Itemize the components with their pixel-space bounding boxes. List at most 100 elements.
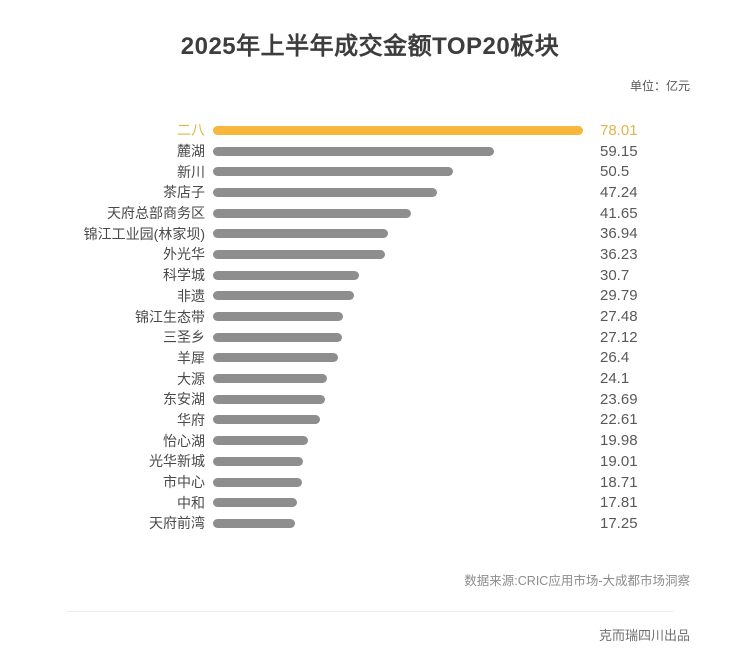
footer-divider [66,610,674,612]
bar-fill [213,332,342,342]
chart-row: 非遗 29.79 [0,286,740,307]
value-label: 17.81 [600,494,638,512]
chart-row: 大源 24.1 [0,368,740,389]
chart-row: 外光华 36.23 [0,244,740,265]
category-label: 光华新城 [149,453,205,470]
bar-track [213,270,583,280]
bar-track [213,291,583,301]
category-label: 科学城 [163,267,205,284]
bar-fill [213,291,355,301]
chart-row: 二八 78.01 [0,120,740,141]
value-label: 24.1 [600,370,630,388]
bar-fill [213,125,583,135]
bar-track [213,312,583,322]
value-label: 41.65 [600,204,638,222]
value-label: 27.48 [600,308,638,326]
value-label: 47.24 [600,183,638,201]
value-label: 78.01 [600,121,638,139]
bar-fill [213,436,308,446]
bar-fill [213,353,339,363]
bar-track [213,456,583,466]
chart-row: 东安湖 23.69 [0,389,740,410]
bar-fill [213,312,344,322]
chart-row: 怡心湖 19.98 [0,430,740,451]
chart-row: 华府 22.61 [0,410,740,431]
value-label: 30.7 [600,266,630,284]
value-label: 59.15 [600,142,638,160]
bar-track [213,332,583,342]
category-label: 天府总部商务区 [107,205,205,222]
category-label: 二八 [177,122,205,139]
category-label: 锦江生态带 [135,308,205,325]
category-label: 市中心 [163,474,205,491]
chart-title: 2025年上半年成交金额TOP20板块 [180,33,560,60]
value-label: 27.12 [600,328,638,346]
bar-track [213,353,583,363]
bar-track [213,229,583,239]
chart-row: 中和 17.81 [0,492,740,513]
chart-row: 三圣乡 27.12 [0,327,740,348]
bar-fill [213,415,321,425]
bar-track [213,208,583,218]
value-label: 26.4 [600,349,630,367]
category-label: 外光华 [163,246,205,263]
value-label: 18.71 [600,473,638,491]
category-label: 怡心湖 [163,432,205,449]
value-label: 17.25 [600,514,638,532]
chart-row: 锦江生态带 27.48 [0,306,740,327]
bar-fill [213,477,302,487]
value-label: 29.79 [600,287,638,305]
bar-fill [213,249,385,259]
bar-track [213,187,583,197]
chart-row: 麓湖 59.15 [0,141,740,162]
bar-fill [213,374,328,384]
chart-row: 光华新城 19.01 [0,451,740,472]
bar-fill [213,518,295,528]
publisher-label: 克而瑞四川出品 [598,627,690,643]
data-source: 数据来源:CRIC应用市场-大成都市场洞察 [464,573,690,588]
category-label: 中和 [177,494,205,511]
bar-fill [213,394,326,404]
chart-row: 茶店子 47.24 [0,182,740,203]
category-label: 茶店子 [163,184,205,201]
bar-fill [213,208,411,218]
category-label: 东安湖 [163,391,205,408]
value-label: 50.5 [600,163,630,181]
category-label: 锦江工业园(林家坝) [83,225,205,242]
category-label: 新川 [177,163,205,180]
chart-row: 羊犀 26.4 [0,348,740,369]
bar-fill [213,187,438,197]
bar-chart: 二八 78.01 麓湖 59.15 新川 50.5 茶店子 47.24 天府总部 [0,120,740,534]
value-label: 23.69 [600,390,638,408]
bar-fill [213,146,494,156]
category-label: 羊犀 [177,349,205,366]
bar-track [213,125,583,135]
chart-row: 新川 50.5 [0,161,740,182]
bar-track [213,436,583,446]
unit-label: 单位：亿元 [629,79,690,93]
bar-fill [213,270,359,280]
category-label: 天府前湾 [149,515,205,532]
bar-track [213,167,583,177]
bar-fill [213,167,453,177]
value-label: 36.94 [600,225,638,243]
chart-row: 锦江工业园(林家坝) 36.94 [0,223,740,244]
category-label: 非遗 [177,287,205,304]
chart-row: 天府前湾 17.25 [0,513,740,534]
bar-track [213,415,583,425]
bar-track [213,374,583,384]
bar-track [213,477,583,487]
value-label: 22.61 [600,411,638,429]
category-label: 大源 [177,370,205,387]
value-label: 36.23 [600,245,638,263]
chart-row: 天府总部商务区 41.65 [0,203,740,224]
bar-fill [213,456,304,466]
bar-track [213,249,583,259]
category-label: 麓湖 [177,143,205,160]
value-label: 19.98 [600,432,638,450]
chart-row: 科学城 30.7 [0,265,740,286]
bar-track [213,518,583,528]
chart-row: 市中心 18.71 [0,472,740,493]
category-label: 三圣乡 [163,329,205,346]
